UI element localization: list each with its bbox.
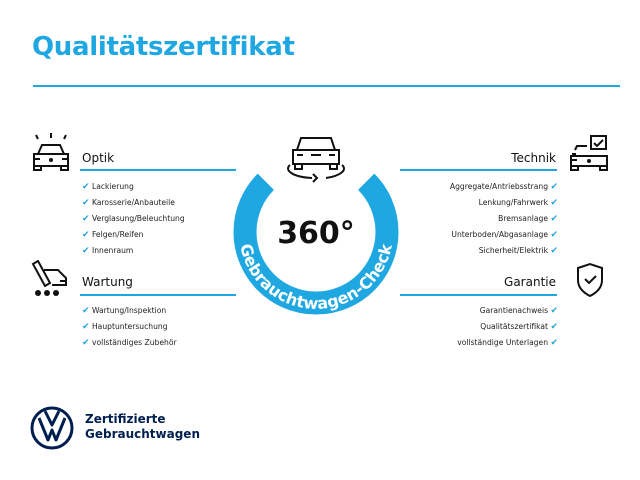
car-checkbox-icon <box>570 135 608 171</box>
check-icon: ✔ <box>82 198 90 208</box>
check-icon: ✔ <box>82 338 90 348</box>
list-item: ✔ Wartung/Inspektion <box>82 306 167 316</box>
technik-divider <box>400 169 557 171</box>
ring-label: Gebrauchtwagen-Check <box>236 241 396 313</box>
list-item: Garantienachweis ✔ <box>479 306 558 316</box>
check-icon: ✔ <box>550 182 558 192</box>
degree-value: 360° <box>277 216 355 251</box>
list-item: Unterboden/Abgasanlage ✔ <box>451 230 558 240</box>
section-heading-optik: Optik <box>82 151 115 165</box>
vw-logo <box>30 406 74 450</box>
car-lights-icon <box>33 133 69 171</box>
page-title: Qualitätszertifikat <box>32 32 295 62</box>
car-rotate-icon <box>287 137 345 183</box>
ring-arc <box>233 173 399 315</box>
list-item: ✔ vollständiges Zubehör <box>82 338 177 348</box>
brand-text: Zertifizierte Gebrauchtwagen <box>85 412 200 442</box>
check-icon: ✔ <box>550 246 558 256</box>
section-heading-garantie: Garantie <box>504 275 556 289</box>
check-icon: ✔ <box>82 322 90 332</box>
check-icon: ✔ <box>550 198 558 208</box>
list-item: ✔ Karosserie/Anbauteile <box>82 198 175 208</box>
list-item: ✔ Felgen/Reifen <box>82 230 144 240</box>
list-item: ✔ Lackierung <box>82 182 134 192</box>
list-item: Bremsanlage ✔ <box>498 214 558 224</box>
check-icon: ✔ <box>550 306 558 316</box>
check-icon: ✔ <box>82 306 90 316</box>
section-heading-wartung: Wartung <box>82 275 133 289</box>
check-icon: ✔ <box>82 230 90 240</box>
brand-line-1: Zertifizierte <box>85 412 166 426</box>
list-item: Sicherheit/Elektrik ✔ <box>478 246 558 256</box>
list-item: ✔ Verglasung/Beleuchtung <box>82 214 185 224</box>
optik-divider <box>80 169 236 171</box>
check-icon: ✔ <box>82 246 90 256</box>
check-icon: ✔ <box>550 338 558 348</box>
section-heading-technik: Technik <box>511 151 556 165</box>
list-item: Qualitätszertifikat ✔ <box>480 322 558 332</box>
list-item: ✔ Innenraum <box>82 246 134 256</box>
check-icon: ✔ <box>550 214 558 224</box>
optik-list: ✔ Lackierung ✔ Karosserie/Anbauteile ✔ V… <box>82 179 185 259</box>
list-item: Lenkung/Fahrwerk ✔ <box>478 198 558 208</box>
list-item: ✔ Hauptuntersuchung <box>82 322 168 332</box>
technik-list: Aggregate/Antriebsstrang ✔ Lenkung/Fahrw… <box>450 179 558 259</box>
check-icon: ✔ <box>550 322 558 332</box>
garantie-list: Garantienachweis ✔ Qualitätszertifikat ✔… <box>457 303 558 351</box>
title-divider <box>33 85 620 87</box>
shield-check-icon <box>577 262 603 298</box>
list-item: Aggregate/Antriebsstrang ✔ <box>449 182 558 192</box>
check-icon: ✔ <box>550 230 558 240</box>
wartung-divider <box>80 294 236 296</box>
list-item: vollständige Unterlagen ✔ <box>457 338 558 348</box>
check-icon: ✔ <box>82 182 90 192</box>
garantie-divider <box>400 294 557 296</box>
check-icon: ✔ <box>82 214 90 224</box>
wartung-list: ✔ Wartung/Inspektion ✔ Hauptuntersuchung… <box>82 303 177 351</box>
service-van-icon <box>31 260 67 296</box>
brand-line-2: Gebrauchtwagen <box>85 427 200 441</box>
